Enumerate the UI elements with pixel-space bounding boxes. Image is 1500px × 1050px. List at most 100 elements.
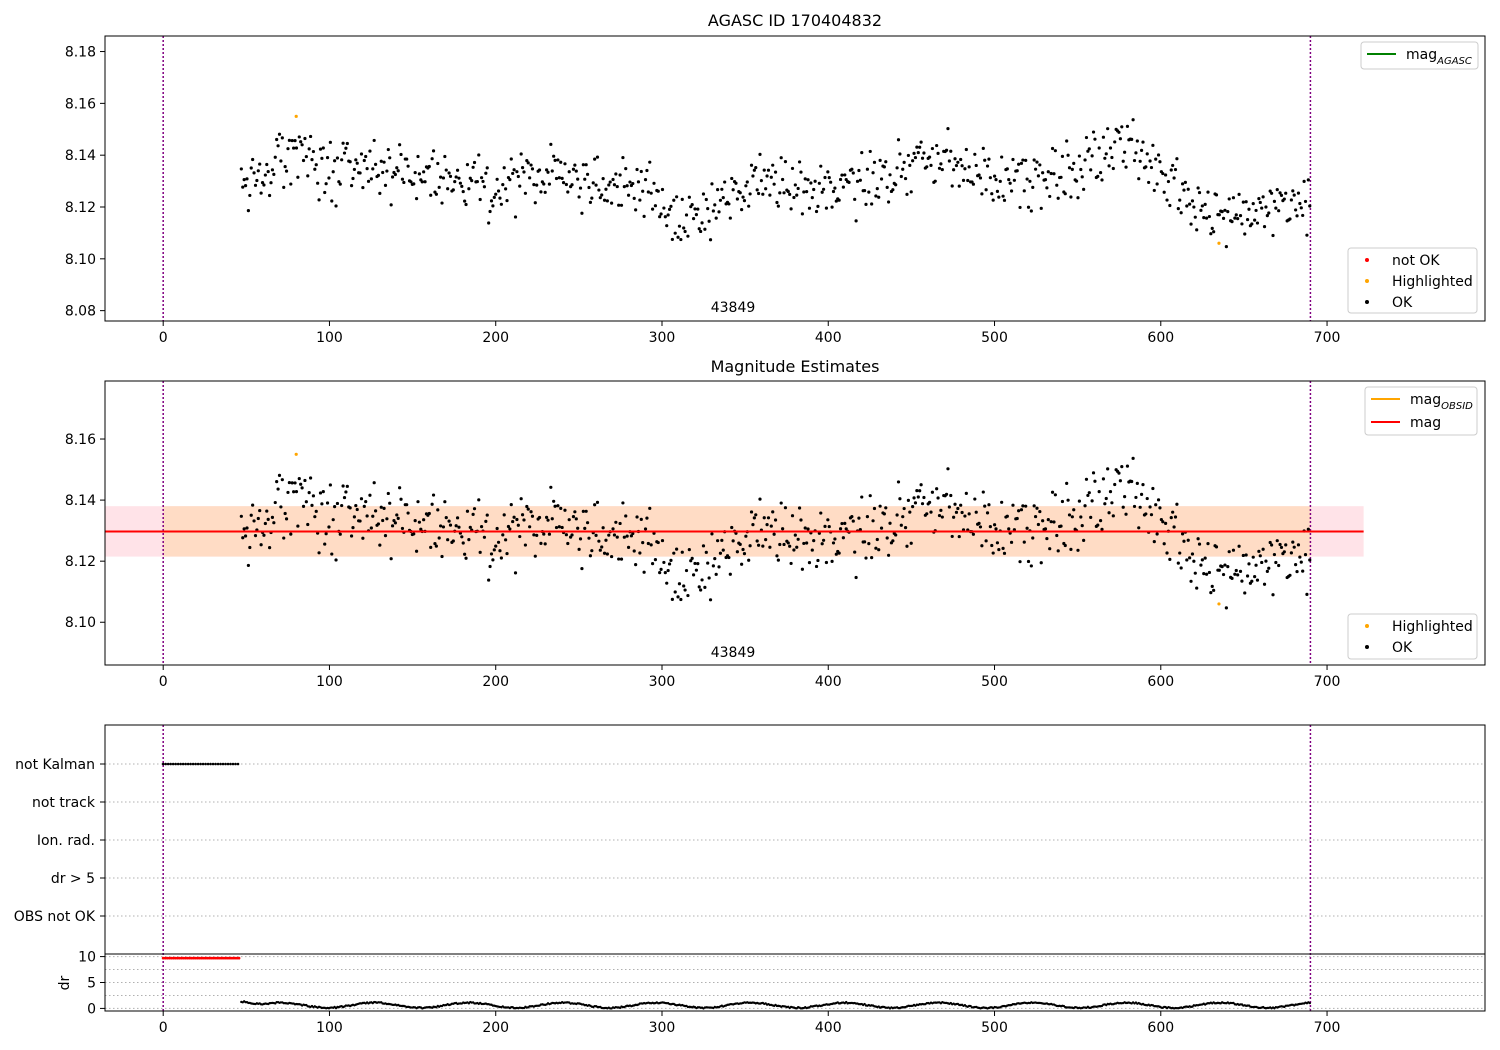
- ok-point: [437, 185, 441, 189]
- ok-point: [888, 173, 892, 177]
- ok-point: [1284, 191, 1288, 195]
- ok-point: [683, 588, 687, 592]
- ok-point: [717, 210, 721, 214]
- ok-point: [680, 550, 684, 554]
- ok-point: [927, 500, 932, 504]
- y-tick-label: 8.14: [65, 493, 96, 509]
- ok-point: [1217, 568, 1221, 572]
- dr-high-point: [167, 956, 171, 960]
- ok-point: [772, 182, 776, 186]
- ok-point: [909, 190, 913, 194]
- ok-point: [862, 540, 867, 544]
- ok-point: [1188, 556, 1192, 560]
- ok-point: [652, 181, 656, 185]
- dr-high-point: [161, 956, 165, 960]
- ok-point: [658, 215, 662, 219]
- ok-point: [912, 496, 916, 500]
- ok-point: [543, 190, 547, 194]
- ok-point: [853, 550, 857, 554]
- ok-point: [1183, 180, 1187, 184]
- ok-point: [1298, 201, 1302, 206]
- ok-point: [720, 187, 724, 191]
- ok-point: [584, 509, 588, 513]
- ok-point: [333, 159, 337, 163]
- ok-point: [488, 564, 492, 569]
- ok-point: [1210, 584, 1214, 588]
- dr-high-point: [221, 956, 225, 960]
- ok-point: [711, 564, 715, 568]
- ok-point: [1308, 204, 1312, 208]
- not-kalman-point: [194, 762, 197, 766]
- ok-point: [248, 193, 252, 198]
- ok-point: [810, 195, 814, 200]
- ok-point: [783, 160, 788, 164]
- ok-point: [675, 547, 679, 551]
- ok-point: [1076, 196, 1080, 200]
- ok-point: [778, 191, 782, 195]
- ok-point: [679, 597, 683, 602]
- ok-point: [899, 174, 903, 179]
- highlighted-legend-marker: [1365, 624, 1369, 628]
- estimates-axes-frame: [104, 380, 1486, 666]
- ok-point: [643, 527, 648, 531]
- dr-high-point: [189, 956, 193, 960]
- ok-point: [905, 544, 909, 548]
- ok-point: [289, 532, 293, 536]
- ok-point: [956, 506, 960, 511]
- ok-point: [1002, 551, 1007, 555]
- ok-point: [1043, 527, 1048, 531]
- ok-point: [891, 188, 895, 192]
- ok-point: [376, 522, 381, 526]
- ok-point: [364, 154, 368, 159]
- ok-point: [1190, 552, 1195, 556]
- ok-point: [292, 490, 296, 494]
- ok-point: [441, 176, 446, 180]
- ok-point: [913, 501, 918, 505]
- ok-point: [997, 547, 1001, 552]
- ok-point: [752, 516, 756, 520]
- ok-point: [1083, 158, 1087, 162]
- ok-point: [1046, 170, 1050, 174]
- ok-point: [797, 160, 802, 164]
- ok-point: [790, 514, 795, 518]
- ok-point: [666, 213, 670, 217]
- ok-point: [381, 170, 385, 175]
- ok-point: [1195, 228, 1199, 232]
- dr-high-point: [201, 956, 205, 960]
- ok-point: [342, 495, 347, 500]
- ok-point: [614, 172, 618, 176]
- ok-point: [1179, 566, 1183, 570]
- ok-point: [255, 178, 259, 183]
- ok-point: [727, 555, 731, 560]
- ok-point: [782, 542, 786, 547]
- ok-point: [333, 505, 337, 509]
- ok-point: [574, 169, 578, 173]
- ok-point: [1009, 189, 1014, 193]
- ok-point: [344, 490, 348, 494]
- ok-point: [368, 149, 372, 153]
- ok-point: [1295, 214, 1299, 218]
- ok-point: [611, 177, 615, 182]
- dr-high-point: [175, 956, 179, 960]
- ok-point: [936, 151, 940, 155]
- ok-point: [365, 167, 369, 171]
- ok-point: [331, 170, 335, 174]
- ok-point: [1168, 203, 1172, 208]
- ok-point: [622, 535, 626, 539]
- ok-point: [487, 578, 491, 582]
- agasc-title: AGASC ID 170404832: [708, 11, 882, 30]
- ok-point: [581, 509, 585, 513]
- ok-point: [283, 164, 287, 169]
- ok-point: [1093, 137, 1097, 141]
- ok-point: [519, 152, 523, 156]
- ok-point: [1303, 199, 1308, 204]
- not-kalman-point: [164, 762, 167, 766]
- ok-point: [590, 196, 594, 200]
- ok-point: [742, 552, 747, 556]
- ok-point: [617, 203, 621, 207]
- mag-agasc-legend-label: magAGASC: [1406, 47, 1472, 67]
- ok-point: [1147, 180, 1151, 185]
- ok-point: [334, 558, 338, 562]
- ok-point: [262, 533, 266, 537]
- x-tick-label: 500: [981, 674, 1008, 690]
